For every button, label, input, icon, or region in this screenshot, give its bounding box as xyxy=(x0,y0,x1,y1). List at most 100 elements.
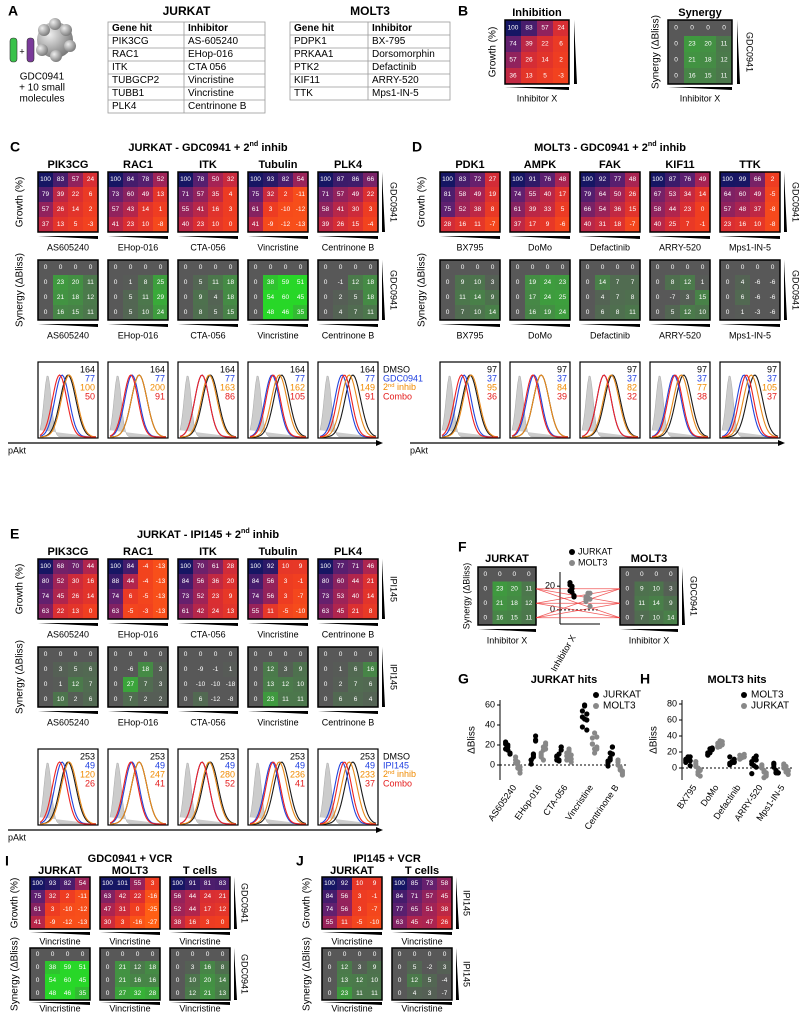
heatmap-cell xyxy=(367,877,383,891)
heatmap-cell xyxy=(595,260,611,276)
cell-value: -16 xyxy=(148,893,158,900)
side-label: GDC0941 xyxy=(791,182,800,222)
heatmap-cell xyxy=(634,596,650,611)
heatmap-cell xyxy=(38,187,54,203)
heatmap-cell xyxy=(680,290,696,306)
cell-value: 52 xyxy=(157,176,165,183)
heatmap-cell xyxy=(668,52,685,69)
table-header: Gene hit xyxy=(294,23,335,34)
cell-value: 52 xyxy=(197,593,205,600)
flow-mfi: 97 xyxy=(767,364,777,374)
heatmap-cell xyxy=(610,217,626,233)
cell-value: 9 xyxy=(299,563,303,570)
cell-value: 11 xyxy=(87,309,94,316)
heatmap-cell xyxy=(392,948,408,962)
heatmap-cell xyxy=(208,187,224,203)
cell-value: -9 xyxy=(268,221,274,228)
cell-value: 38 xyxy=(474,206,482,213)
heatmap-cell xyxy=(248,574,264,590)
heatmap-border xyxy=(37,558,99,620)
cell-value: 37 xyxy=(514,221,522,228)
cell-value: 11 xyxy=(212,279,219,286)
heatmap-cell xyxy=(649,581,664,597)
cell-value: 16 xyxy=(134,977,142,984)
cell-value: 0 xyxy=(674,57,678,64)
heatmap-cell xyxy=(555,202,571,218)
cell-value: 38 xyxy=(267,279,275,286)
cell-value: 84 xyxy=(326,893,334,900)
data-point xyxy=(709,746,715,752)
y-label: Synergy (ΔBliss) xyxy=(417,253,428,327)
heatmap-cell xyxy=(30,890,46,904)
heatmap-cell xyxy=(53,260,69,276)
heatmap-cell xyxy=(407,877,423,891)
cell-value: 74 xyxy=(112,593,120,600)
heatmap-cell xyxy=(348,647,364,663)
cell-value: 0 xyxy=(136,951,140,958)
cell-value: 0 xyxy=(221,919,225,926)
drug-label: Centrinone B xyxy=(322,717,375,727)
heatmap-cell xyxy=(363,172,379,188)
cell-value: 14 xyxy=(599,279,607,286)
flow-histogram xyxy=(250,761,307,825)
heatmap-cell xyxy=(200,877,216,891)
cell-value: 30 xyxy=(352,206,360,213)
heatmap-border xyxy=(107,558,169,620)
cell-value: 84 xyxy=(396,893,404,900)
cell-value: -5 xyxy=(770,191,776,198)
cell-value: 60 xyxy=(64,977,72,984)
cell-value: 0 xyxy=(44,279,48,286)
heatmap-cell xyxy=(38,172,54,188)
cell-value: 0 xyxy=(324,264,328,271)
table-cell: PTK2 xyxy=(294,62,319,73)
heatmap-cell xyxy=(610,260,626,276)
cell-value: 0 xyxy=(269,651,273,658)
heatmap-cell xyxy=(75,890,91,904)
cell-value: 68 xyxy=(57,563,65,570)
table-cell: Defactinib xyxy=(372,62,417,73)
table-cell: EHop-016 xyxy=(188,49,233,60)
cell-value: 0 xyxy=(254,666,258,673)
flow-histogram xyxy=(722,374,779,438)
dose-wedge xyxy=(318,711,378,714)
cell-value: 0 xyxy=(674,41,678,48)
cell-value: 0 xyxy=(413,951,417,958)
cell-value: 60 xyxy=(337,578,345,585)
cell-value: 0 xyxy=(184,264,188,271)
heatmap-cell xyxy=(83,662,99,678)
cell-value: 11 xyxy=(629,309,636,316)
heatmap-cell xyxy=(333,589,349,605)
table-border xyxy=(107,21,266,114)
cell-value: -13 xyxy=(156,578,166,585)
cell-value: 0 xyxy=(74,264,78,271)
heatmap-cell xyxy=(735,305,751,321)
dose-wedge xyxy=(100,1002,160,1005)
cell-value: 24 xyxy=(557,25,565,32)
cell-value: 75 xyxy=(34,893,42,900)
heatmap-border xyxy=(107,259,169,321)
heatmap-cell xyxy=(53,172,69,188)
x-label: pAkt xyxy=(8,832,27,842)
cell-value: 7 xyxy=(144,681,148,688)
cell-value: 3 xyxy=(669,585,673,592)
cell-value: 100 xyxy=(180,563,191,570)
heatmap-cell xyxy=(392,987,408,1001)
cell-value: 0 xyxy=(625,571,629,578)
heatmap-cell xyxy=(455,305,471,321)
heatmap-cell xyxy=(263,692,279,708)
heatmap-cell xyxy=(537,52,554,69)
heatmap-cell xyxy=(507,581,522,597)
cell-value: 24 xyxy=(544,294,552,301)
cell-value: 1 xyxy=(129,279,133,286)
panel-letter: D xyxy=(412,139,422,155)
cell-value: 17 xyxy=(529,294,537,301)
drug-label: Vincristine xyxy=(257,242,298,252)
cell-value: 7 xyxy=(686,221,690,228)
data-point xyxy=(507,751,513,757)
cell-value: 0 xyxy=(491,264,495,271)
cell-value: 0 xyxy=(44,696,48,703)
flow-histogram xyxy=(652,374,709,438)
heatmap-cell xyxy=(30,903,46,917)
flow-legend: Combo xyxy=(383,778,412,788)
column-title: Tubulin xyxy=(259,546,298,558)
